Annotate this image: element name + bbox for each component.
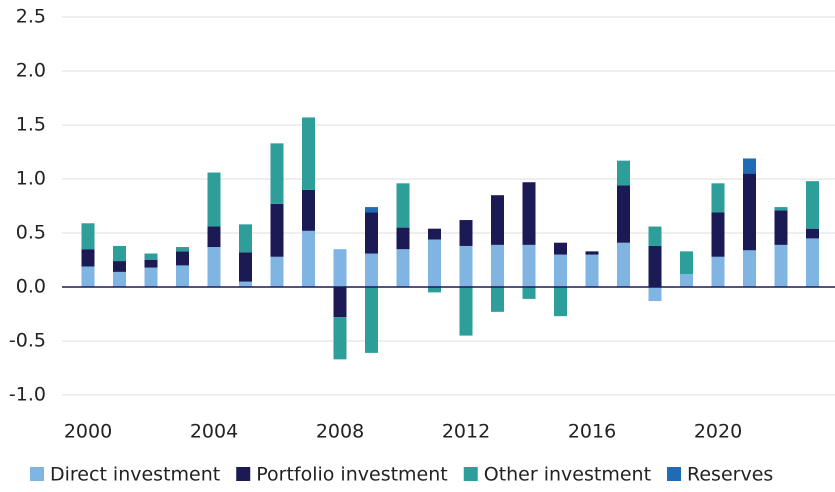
- bar-segment: [680, 251, 693, 275]
- legend-label: Other investment: [484, 464, 651, 486]
- bar-segment: [554, 254, 567, 287]
- bar-segment: [333, 287, 347, 318]
- bar-segment: [774, 244, 788, 287]
- bar-segment: [743, 158, 756, 174]
- bar-segment: [428, 239, 441, 287]
- bar-segment: [459, 287, 473, 336]
- bar-segment: [396, 227, 410, 250]
- bar-segment: [428, 228, 441, 240]
- bar-segment: [522, 182, 536, 245]
- y-tick-label: -0.5: [9, 330, 46, 352]
- y-tick-label: 0.0: [16, 276, 46, 298]
- bar-segment: [176, 265, 189, 287]
- legend-label: Direct investment: [50, 464, 220, 486]
- x-tick-label: 2020: [694, 421, 742, 443]
- bar-segment: [239, 252, 252, 282]
- y-tick-label: 0.5: [16, 222, 46, 244]
- bar-segment: [113, 245, 126, 262]
- bar-segment: [270, 143, 284, 204]
- bar-segment: [743, 250, 756, 287]
- bar-segment: [333, 317, 347, 360]
- y-tick-label: 2.5: [16, 6, 46, 28]
- x-tick-label: 2008: [316, 421, 364, 443]
- bar-segment: [144, 267, 158, 287]
- y-tick-label: 1.5: [16, 114, 46, 136]
- bar-segment: [239, 224, 252, 253]
- x-tick-label: 2004: [190, 421, 238, 443]
- bar-segment: [459, 245, 473, 287]
- bar-segment: [81, 266, 95, 287]
- bar-segment: [396, 183, 410, 228]
- bar-segment: [207, 226, 221, 248]
- bar-segment: [365, 253, 378, 287]
- bar-segment: [365, 212, 378, 254]
- bar-segment: [743, 173, 756, 251]
- bar-segment: [491, 244, 504, 287]
- bar-segment: [617, 242, 630, 287]
- bar-segment: [491, 195, 504, 245]
- bar-segment: [302, 189, 315, 231]
- legend-swatch: [236, 467, 251, 481]
- bar-segment: [207, 247, 221, 287]
- bar-segment: [554, 287, 567, 317]
- bar-segment: [81, 223, 95, 250]
- bar-segment: [459, 220, 473, 246]
- bar-segment: [428, 287, 441, 293]
- bar-segment: [680, 274, 693, 287]
- y-tick-label: 1.0: [16, 168, 46, 190]
- bar-segment: [270, 256, 284, 287]
- bar-segment: [806, 238, 819, 287]
- x-tick-label: 2000: [64, 421, 112, 443]
- bar-segment: [396, 249, 410, 287]
- bar-segment: [522, 287, 536, 299]
- legend-swatch: [667, 467, 682, 481]
- bar-segment: [554, 242, 567, 255]
- bar-segment: [302, 117, 315, 190]
- x-tick-label: 2012: [442, 421, 490, 443]
- bar-segment: [774, 210, 788, 245]
- bar-segment: [648, 226, 662, 246]
- bar-segment: [585, 254, 599, 287]
- bar-segment: [617, 185, 630, 243]
- legend-label: Reserves: [687, 464, 773, 486]
- bar-segment: [617, 160, 630, 186]
- bar-segment: [648, 245, 662, 287]
- bar-segment: [774, 207, 788, 211]
- y-tick-label: -1.0: [9, 384, 46, 406]
- legend-swatch: [463, 467, 478, 481]
- bar-segment: [207, 172, 221, 227]
- bar-segment: [522, 244, 536, 287]
- bar-segment: [806, 228, 819, 239]
- bar-segment: [711, 256, 725, 287]
- y-tick-label: 2.0: [16, 60, 46, 82]
- bar-segment: [270, 203, 284, 257]
- bar-segment: [365, 207, 378, 213]
- bar-segment: [113, 271, 126, 287]
- bar-segment: [144, 253, 158, 260]
- bar-segment: [302, 230, 315, 287]
- bar-segment: [711, 212, 725, 257]
- bar-segment: [648, 287, 662, 302]
- legend-label: Portfolio investment: [256, 464, 448, 486]
- bar-segment: [239, 281, 252, 287]
- bar-segment: [491, 287, 504, 312]
- x-tick-label: 2016: [568, 421, 616, 443]
- bar-segment: [806, 181, 819, 229]
- bar-segment: [144, 260, 158, 268]
- bar-segment: [113, 261, 126, 272]
- legend-swatch: [30, 467, 44, 481]
- bar-segment: [365, 287, 378, 353]
- bar-segment: [711, 183, 725, 213]
- bar-segment: [333, 249, 347, 287]
- bar-segment: [585, 251, 599, 255]
- bar-segment: [176, 247, 189, 252]
- bar-segment: [81, 249, 95, 267]
- bar-segment: [176, 251, 189, 266]
